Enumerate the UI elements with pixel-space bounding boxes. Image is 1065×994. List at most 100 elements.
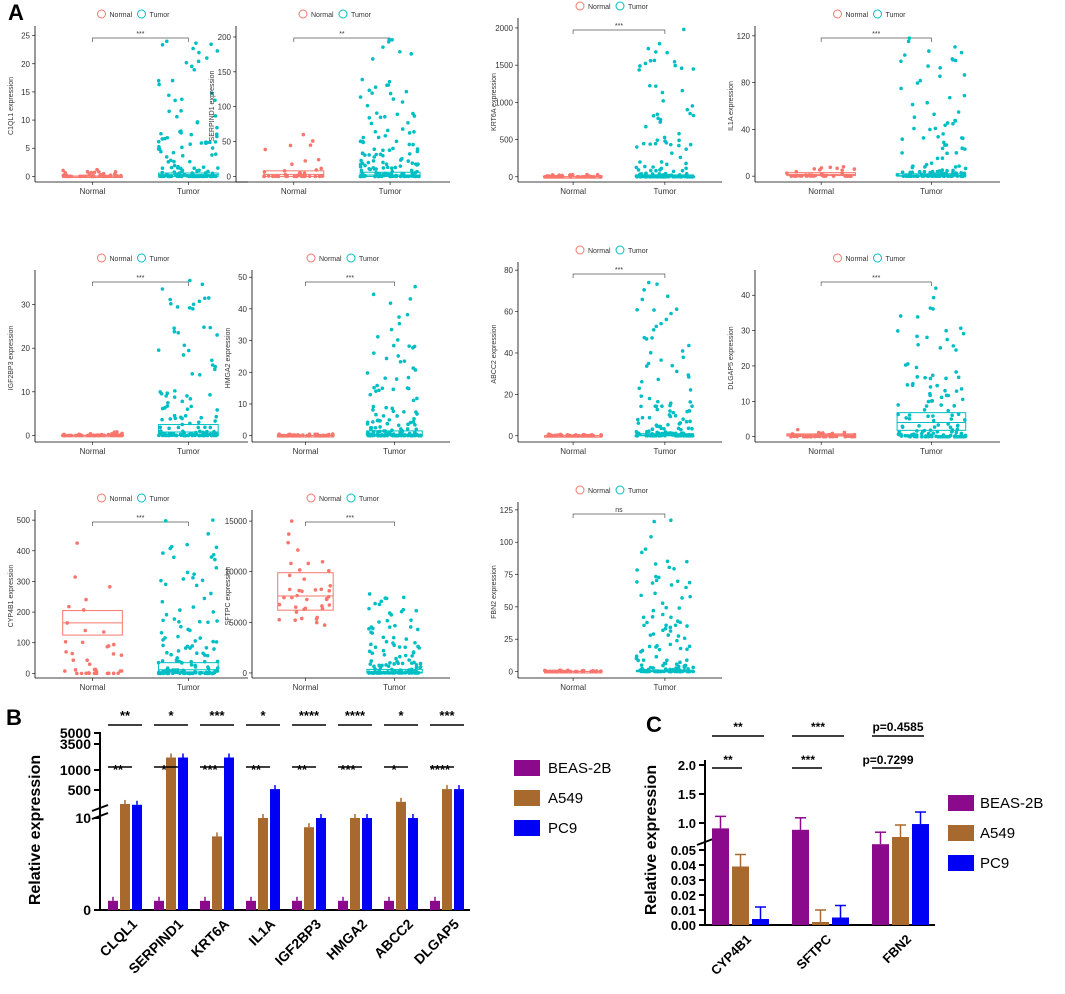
panelb-sig-mid-label: **** [430, 762, 451, 777]
hmga2-tumor-point [385, 421, 390, 426]
dlgap5-ytick-label: 30 [741, 327, 750, 336]
serpind1-normal-point [308, 143, 313, 147]
legend-normal-marker [298, 9, 308, 19]
dlgap5-tumor-point [963, 433, 968, 438]
sftpc-tumor-point [382, 653, 387, 657]
krt6a-tumor-point [677, 131, 681, 136]
panelb-ytick-label: 5000 [60, 725, 91, 741]
cyp4b1-normal-point [119, 653, 124, 657]
serpind1-normal-point [319, 166, 324, 171]
dlgap5-tumor-point [928, 385, 933, 389]
fbn2-tumor-point [675, 579, 680, 584]
igf2bp3-tumor-point [169, 302, 173, 306]
fbn2-tumor-point [641, 658, 646, 662]
cyp4b1-tumor-point [179, 624, 183, 629]
sftpc-tumor-point [391, 635, 396, 640]
dlgap5-tumor-point [929, 434, 934, 439]
cyp4b1-normal-point [84, 597, 88, 602]
hmga2-tumor-point [371, 404, 376, 409]
sftpc-normal-point [293, 605, 298, 609]
cyp4b1-ytick-label: 200 [17, 608, 31, 617]
panel-label-b: B [6, 705, 22, 730]
fbn2-tumor-point [678, 660, 682, 665]
il1a-sig-bracket [820, 37, 932, 42]
abcc2-tumor-point [639, 394, 644, 398]
sftpc-normal-point [277, 617, 282, 622]
legend-normal-label: Normal [311, 12, 334, 19]
igf2bp3-tumor-point [210, 358, 214, 363]
fbn2-tumor-point [675, 619, 680, 624]
abcc2-tumor-point [646, 280, 651, 285]
c1ql1-tumor-point [201, 165, 206, 169]
c1ql1-ylabel: C1QL1 expression [8, 77, 15, 135]
panelb-bar-beas-2b [200, 900, 210, 910]
panelc-bar-a549 [732, 866, 749, 925]
legend-tumor-label: Tumor [359, 496, 380, 503]
dlgap5-tumor-point [947, 434, 951, 439]
dlgap5-tumor-point [958, 326, 963, 331]
sftpc-tumor-point [407, 658, 411, 662]
sftpc-tumor-point [367, 592, 372, 596]
sftpc-tumor-point [396, 661, 401, 666]
c1ql1-tumor-point [215, 49, 220, 53]
dlgap5-tumor-point [946, 393, 951, 398]
hmga2-tumor-point [388, 301, 393, 305]
fbn2-tumor-point [667, 565, 672, 570]
fbn2-tumor-point [669, 518, 673, 523]
dlgap5-tumor-point [915, 429, 919, 433]
serpind1-tumor-point [394, 139, 399, 144]
hmga2-tumor-point [391, 343, 396, 348]
cyp4b1-tumor-point [214, 565, 219, 570]
dlgap5-tumor-point [905, 383, 910, 387]
il1a-normal-point [828, 165, 833, 170]
panelc-ytick-label: 0.03 [671, 873, 696, 888]
krt6a-tumor-point [678, 155, 683, 160]
krt6a-tumor-point [644, 124, 648, 129]
serpind1-ytick-label: 50 [222, 138, 231, 147]
c1ql1-normal-point [61, 168, 65, 173]
c1ql1-tumor-point [169, 165, 174, 170]
hmga2-ylabel: HMGA2 expression [225, 328, 232, 389]
krt6a-tumor-point [691, 113, 696, 118]
legend-tumor-marker [338, 9, 348, 19]
il1a-ytick-label: 40 [741, 125, 750, 134]
cyp4b1-normal-point [63, 669, 67, 673]
abcc2-tumor-point [664, 317, 669, 322]
sftpc-normal-point [313, 588, 318, 592]
sftpc-ytick-label: 0 [243, 669, 248, 678]
legend-normal-label: Normal [110, 12, 133, 19]
igf2bp3-xtick-label: Tumor [177, 447, 200, 456]
krt6a-tumor-point [648, 168, 653, 173]
legend-tumor-marker [615, 1, 625, 11]
cyp4b1-normal-point [105, 671, 110, 676]
krt6a-tumor-point [654, 50, 658, 54]
cyp4b1-normal-point [118, 669, 123, 673]
panelb-sig-top-label: *** [439, 708, 455, 723]
serpind1-tumor-point [373, 85, 378, 89]
hmga2-tumor-point [402, 409, 406, 414]
dlgap5-tumor-point [920, 434, 924, 439]
c1ql1-tumor-point [180, 168, 185, 173]
abcc2-tumor-point [662, 426, 666, 431]
fbn2-tumor-point [674, 662, 679, 666]
serpind1-tumor-point [381, 160, 385, 165]
igf2bp3-tumor-point [160, 406, 165, 411]
dlgap5-normal-point [789, 434, 793, 439]
sftpc-normal-point [320, 606, 325, 611]
c1ql1-tumor-point [164, 39, 169, 44]
serpind1-xtick-label: Normal [281, 187, 307, 196]
hmga2-xtick-label: Tumor [383, 447, 406, 456]
serpind1-tumor-point [415, 147, 420, 151]
fbn2-tumor-point [677, 606, 682, 610]
panelb-sig-top-label: **** [345, 708, 366, 723]
c1ql1-tumor-point [180, 145, 184, 150]
legend-tumor-marker [873, 9, 882, 19]
panelb-xtick-label: ABCC2 [371, 916, 417, 962]
serpind1-tumor-point [384, 162, 389, 167]
il1a-xtick-label: Normal [808, 187, 834, 196]
krt6a-tumor-point [653, 141, 658, 146]
cyp4b1-tumor-point [159, 630, 164, 635]
krt6a-tumor-point [670, 151, 674, 155]
cyp4b1-tumor-point [211, 518, 215, 522]
hmga2-tumor-point [415, 412, 419, 416]
